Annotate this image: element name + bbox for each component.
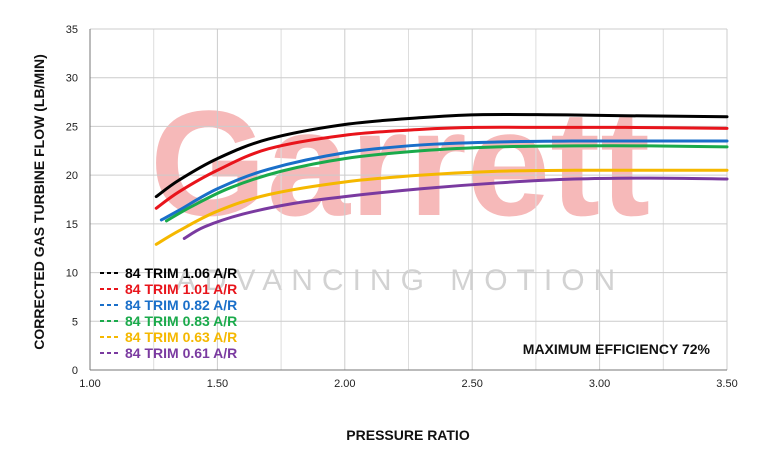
series-line-5	[182, 176, 729, 240]
series-line-1	[154, 125, 729, 210]
y-tick-label: 0	[72, 365, 78, 377]
legend-label-3: 84 TRIM 0.83 A/R	[125, 313, 237, 329]
watermark-brand: Garrett	[150, 79, 650, 247]
series-line-3	[164, 144, 729, 223]
legend-label-1: 84 TRIM 1.01 A/R	[125, 281, 237, 297]
series-line-2	[159, 139, 729, 222]
legend: 84 TRIM 1.06 A/R84 TRIM 1.01 A/R84 TRIM …	[100, 265, 237, 361]
axes: 1.00 1.50 2.00 2.50 3.00 3.50 0 5 10 15 20 25 30 35	[66, 24, 738, 390]
watermark-tagline: ADVANCING MOTION	[176, 264, 624, 297]
x-tick-label: 3.50	[716, 378, 737, 390]
y-tick-label: 25	[66, 121, 78, 133]
max-efficiency-annotation: MAXIMUM EFFICIENCY 72%	[523, 341, 711, 357]
x-tick-label: 3.00	[589, 378, 610, 390]
x-tick-label: 1.00	[79, 378, 100, 390]
y-tick-label: 5	[72, 316, 78, 328]
legend-label-2: 84 TRIM 0.82 A/R	[125, 297, 237, 313]
x-axis-title: PRESSURE RATIO	[346, 427, 470, 443]
y-tick-label: 15	[66, 219, 78, 231]
x-tick-label: 2.50	[461, 378, 482, 390]
series-line-0	[154, 112, 729, 199]
y-tick-label: 10	[66, 268, 78, 280]
x-tick-label: 2.00	[334, 378, 355, 390]
y-tick-label: 35	[66, 24, 78, 36]
legend-label-5: 84 TRIM 0.61 A/R	[125, 345, 237, 361]
series-lines	[154, 112, 729, 246]
y-tick-label: 30	[66, 73, 78, 85]
x-tick-label: 1.50	[207, 378, 228, 390]
legend-label-4: 84 TRIM 0.63 A/R	[125, 329, 237, 345]
y-axis-title: CORRECTED GAS TURBINE FLOW (LB/MIN)	[31, 54, 47, 350]
legend-label-0: 84 TRIM 1.06 A/R	[125, 265, 237, 281]
y-tick-label: 20	[66, 170, 78, 182]
series-line-4	[154, 168, 729, 246]
